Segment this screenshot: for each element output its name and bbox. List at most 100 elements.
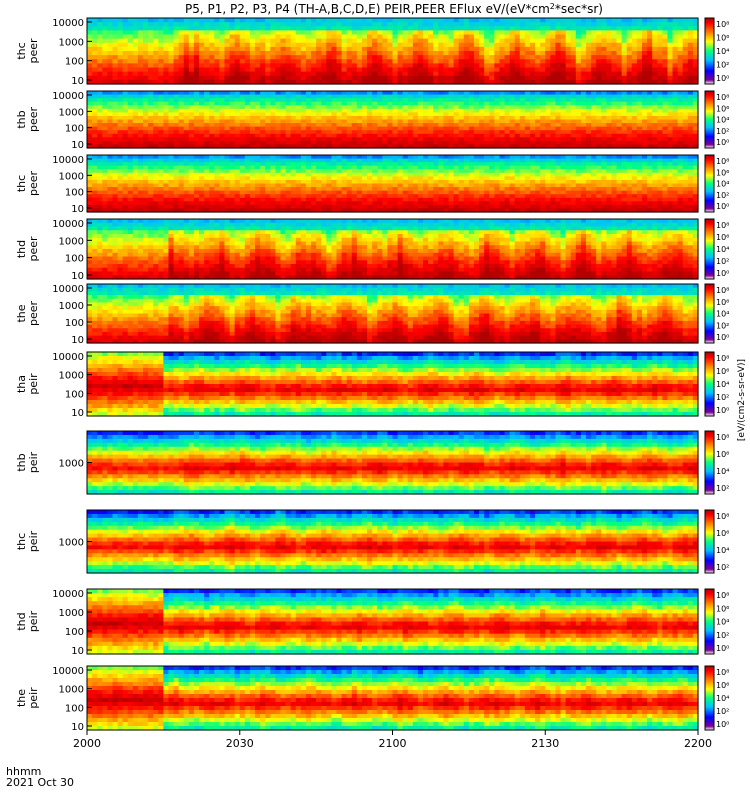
cell	[631, 38, 638, 44]
cell	[565, 140, 572, 146]
cell	[494, 51, 501, 56]
cell	[458, 115, 465, 121]
cell	[433, 179, 439, 185]
cell	[275, 144, 282, 149]
cell	[412, 34, 419, 40]
cell	[397, 130, 404, 135]
cell	[631, 130, 638, 135]
cell	[545, 91, 551, 96]
cell	[336, 130, 343, 135]
cell	[540, 18, 546, 23]
cell	[555, 22, 562, 27]
cell	[346, 79, 353, 85]
cell	[392, 183, 399, 188]
cell	[209, 38, 215, 44]
cell	[489, 34, 495, 40]
cell	[361, 126, 368, 131]
cell	[316, 22, 322, 27]
cell	[285, 204, 292, 210]
cell	[280, 172, 287, 177]
cell	[265, 201, 271, 206]
cell	[234, 46, 241, 52]
cell	[102, 38, 108, 44]
cell	[265, 38, 271, 44]
cell	[652, 79, 658, 85]
cell	[606, 34, 613, 40]
cell	[438, 183, 445, 188]
cell	[570, 91, 577, 96]
cell	[499, 22, 506, 27]
cell	[682, 144, 689, 149]
cell	[275, 75, 282, 81]
cell	[168, 26, 175, 31]
cell	[377, 155, 383, 160]
cell	[657, 51, 663, 56]
cell	[244, 22, 251, 27]
cell	[143, 140, 149, 146]
cell	[397, 59, 404, 64]
cell	[300, 55, 307, 60]
cell	[361, 197, 368, 202]
cell	[117, 179, 124, 185]
cell	[311, 179, 317, 185]
cell	[499, 108, 506, 113]
cell	[224, 79, 231, 85]
cell	[137, 42, 144, 48]
cell	[372, 176, 378, 181]
cell	[687, 130, 694, 135]
cell	[209, 172, 215, 177]
cell	[606, 55, 613, 60]
cell	[178, 22, 185, 27]
cell	[596, 115, 602, 121]
cell	[433, 67, 439, 73]
cell	[305, 34, 312, 40]
cell	[193, 98, 200, 103]
cell	[351, 140, 358, 146]
cell	[611, 79, 618, 85]
cell	[311, 176, 317, 181]
cell	[97, 112, 103, 117]
cell	[183, 183, 190, 188]
cell	[524, 133, 531, 138]
cell	[535, 133, 541, 138]
cell	[249, 201, 256, 206]
cell	[132, 183, 139, 188]
cell	[244, 197, 251, 202]
cell	[636, 18, 643, 23]
cell	[219, 197, 226, 202]
cell	[132, 34, 139, 40]
cell	[183, 22, 190, 27]
cell	[417, 187, 424, 192]
cell	[621, 105, 628, 110]
cell	[265, 94, 271, 99]
cell	[631, 115, 638, 121]
cell	[158, 46, 164, 52]
cell	[494, 30, 501, 36]
cell	[290, 18, 297, 23]
cell	[504, 30, 511, 36]
cell	[473, 137, 480, 142]
cell	[285, 42, 292, 48]
cell	[280, 176, 287, 181]
cell	[529, 34, 536, 40]
cell	[295, 194, 302, 199]
cell	[260, 176, 266, 181]
cell	[92, 194, 98, 199]
cell	[397, 183, 404, 188]
cell	[514, 123, 521, 128]
cell	[280, 179, 287, 185]
cell	[367, 67, 373, 73]
cell	[423, 46, 429, 52]
cell	[148, 46, 154, 52]
cell	[351, 94, 358, 99]
cell	[112, 130, 119, 135]
cell	[489, 94, 495, 99]
cell	[280, 38, 287, 44]
cell	[178, 115, 185, 121]
cell	[585, 22, 592, 27]
cell	[300, 30, 307, 36]
cell	[412, 18, 419, 23]
cell	[132, 105, 139, 110]
cell	[519, 115, 526, 121]
cell	[122, 201, 129, 206]
